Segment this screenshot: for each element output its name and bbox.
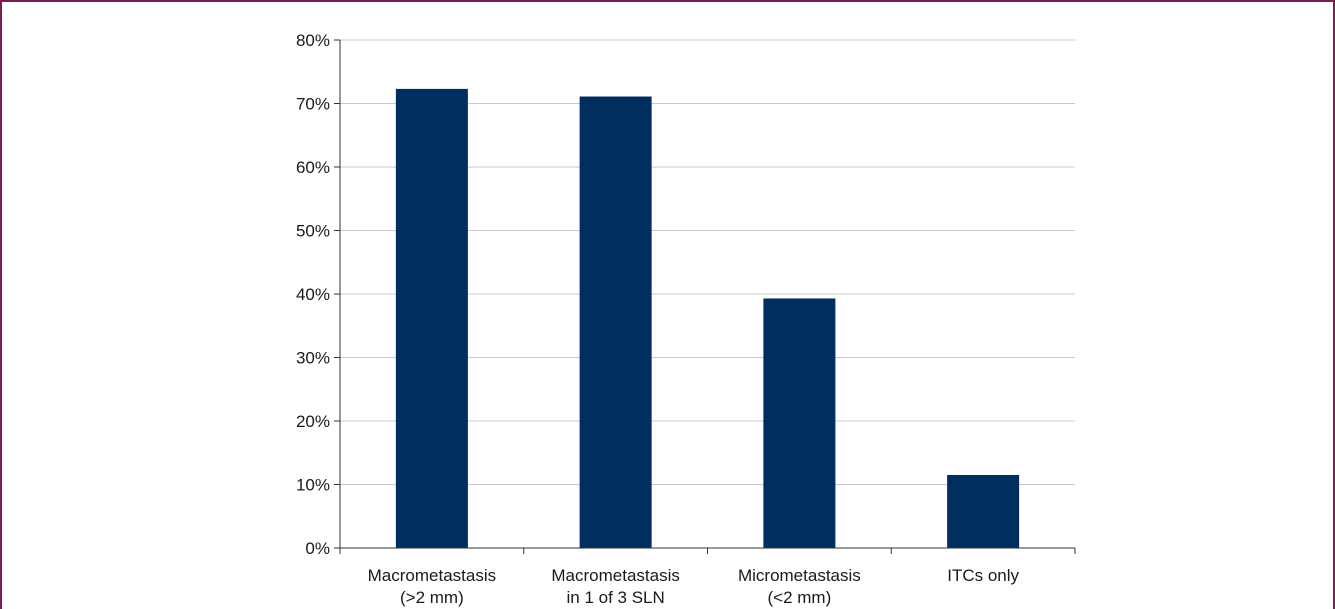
x-category-label-line: Macrometastasis bbox=[551, 566, 679, 585]
x-category-label-line: (<2 mm) bbox=[768, 588, 832, 607]
x-category-label-line: Macrometastasis bbox=[368, 566, 496, 585]
y-tick-label: 60% bbox=[296, 158, 330, 177]
x-category-label-line: ITCs only bbox=[947, 566, 1019, 585]
x-category-label: ITCs only bbox=[947, 566, 1019, 585]
x-category-label: Micrometastasis (<2 mm) bbox=[738, 566, 861, 607]
y-tick-label: 30% bbox=[296, 349, 330, 368]
y-tick-label: 10% bbox=[296, 476, 330, 495]
y-tick-label: 40% bbox=[296, 285, 330, 304]
x-category-label: Macrometastasis in 1 of 3 SLN bbox=[551, 566, 679, 607]
x-category-label-line: Micrometastasis bbox=[738, 566, 861, 585]
bar bbox=[763, 298, 836, 548]
bar bbox=[395, 88, 468, 549]
bar bbox=[947, 474, 1020, 548]
bars bbox=[395, 88, 1020, 549]
x-category-label: Macrometastasis (>2 mm) bbox=[368, 566, 496, 607]
y-tick-label: 50% bbox=[296, 222, 330, 241]
x-category-label-line: in 1 of 3 SLN bbox=[566, 588, 664, 607]
y-tick-label: 20% bbox=[296, 412, 330, 431]
axes bbox=[334, 39, 1076, 554]
y-tick-label: 70% bbox=[296, 95, 330, 114]
y-tick-label: 0% bbox=[305, 539, 330, 558]
bar bbox=[579, 96, 652, 548]
tick-labels: 0% 10% 20% 30% 40% 50% 60% 70% 80% Macrometastasi… bbox=[296, 31, 1020, 607]
x-category-label-line: (>2 mm) bbox=[400, 588, 464, 607]
y-tick-label: 80% bbox=[296, 31, 330, 50]
